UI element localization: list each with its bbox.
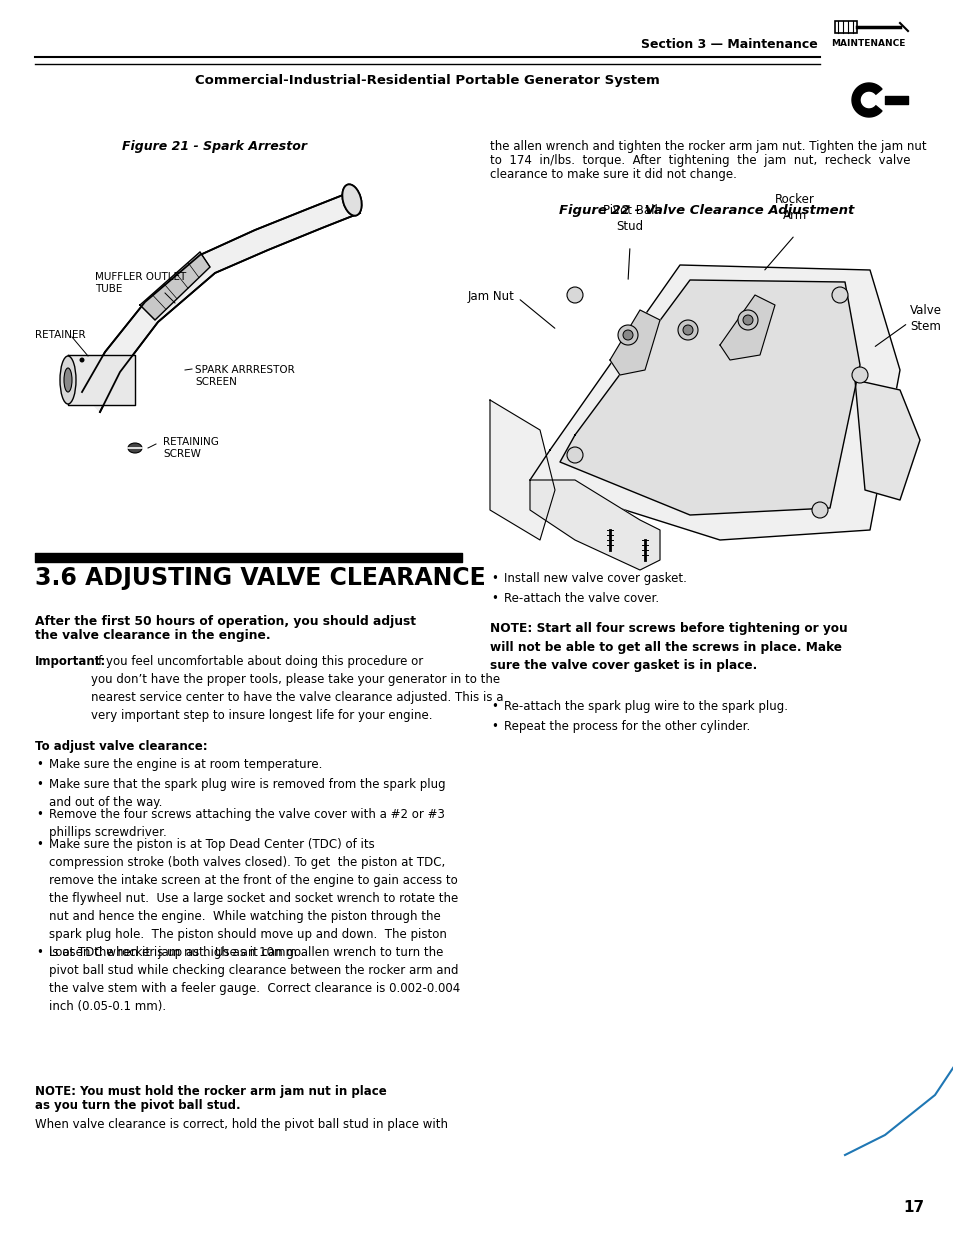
Circle shape (566, 287, 582, 303)
Text: Figure 21 - Spark Arrestor: Figure 21 - Spark Arrestor (122, 140, 307, 153)
Polygon shape (854, 380, 919, 500)
Circle shape (678, 320, 698, 340)
Text: clearance to make sure it did not change.: clearance to make sure it did not change… (490, 168, 736, 182)
Text: Re-attach the spark plug wire to the spark plug.: Re-attach the spark plug wire to the spa… (503, 700, 787, 713)
Circle shape (622, 330, 633, 340)
Text: •: • (491, 592, 497, 605)
Text: RETAINING
SCREW: RETAINING SCREW (163, 437, 218, 459)
Text: Commercial-Industrial-Residential Portable Generator System: Commercial-Industrial-Residential Portab… (195, 74, 659, 86)
Polygon shape (530, 266, 899, 540)
Polygon shape (530, 480, 659, 571)
Text: Make sure the engine is at room temperature.: Make sure the engine is at room temperat… (49, 758, 322, 771)
Polygon shape (82, 193, 359, 412)
Text: to  174  in/lbs.  torque.  After  tightening  the  jam  nut,  recheck  valve: to 174 in/lbs. torque. After tightening … (490, 154, 909, 167)
Text: •: • (36, 758, 44, 771)
Text: Remove the four screws attaching the valve cover with a #2 or #3
phillips screwd: Remove the four screws attaching the val… (49, 808, 444, 839)
Circle shape (566, 447, 582, 463)
Text: Loosen the rocker jam nut.  Use an 10mm allen wrench to turn the
pivot ball stud: Loosen the rocker jam nut. Use an 10mm a… (49, 946, 459, 1013)
Text: Pivot Ball
Stud: Pivot Ball Stud (602, 204, 657, 233)
Text: •: • (491, 700, 497, 713)
Text: Rocker
Arm: Rocker Arm (774, 193, 814, 222)
Text: Repeat the process for the other cylinder.: Repeat the process for the other cylinde… (503, 720, 749, 734)
Text: •: • (36, 946, 44, 960)
Text: Install new valve cover gasket.: Install new valve cover gasket. (503, 572, 686, 585)
Circle shape (738, 310, 758, 330)
Text: NOTE: Start all four screws before tightening or you
will not be able to get all: NOTE: Start all four screws before tight… (490, 622, 846, 672)
Text: NOTE: You must hold the rocker arm jam nut in place: NOTE: You must hold the rocker arm jam n… (35, 1086, 386, 1098)
Circle shape (618, 325, 638, 345)
Text: the valve clearance in the engine.: the valve clearance in the engine. (35, 629, 271, 642)
Polygon shape (490, 400, 555, 540)
Circle shape (831, 287, 847, 303)
Text: SPARK ARRRESTOR
SCREEN: SPARK ARRRESTOR SCREEN (194, 366, 294, 388)
Text: Jam Nut: Jam Nut (468, 289, 515, 303)
Polygon shape (609, 310, 659, 375)
Text: Re-attach the valve cover.: Re-attach the valve cover. (503, 592, 659, 605)
Circle shape (851, 367, 867, 383)
Polygon shape (140, 252, 210, 320)
Text: To adjust valve clearance:: To adjust valve clearance: (35, 740, 208, 753)
Polygon shape (851, 83, 882, 117)
Ellipse shape (60, 356, 76, 404)
Circle shape (742, 315, 752, 325)
Text: as you turn the pivot ball stud.: as you turn the pivot ball stud. (35, 1099, 240, 1112)
Text: the allen wrench and tighten the rocker arm jam nut. Tighten the jam nut: the allen wrench and tighten the rocker … (490, 140, 925, 153)
Text: RETAINER: RETAINER (35, 330, 86, 340)
Text: After the first 50 hours of operation, you should adjust: After the first 50 hours of operation, y… (35, 615, 416, 629)
Text: MAINTENANCE: MAINTENANCE (830, 38, 904, 47)
Text: •: • (36, 808, 44, 821)
Polygon shape (559, 280, 859, 515)
Text: •: • (36, 778, 44, 790)
Text: •: • (491, 572, 497, 585)
Text: Section 3 — Maintenance: Section 3 — Maintenance (640, 37, 817, 51)
FancyBboxPatch shape (834, 21, 856, 33)
Text: Make sure the piston is at Top Dead Center (TDC) of its
compression stroke (both: Make sure the piston is at Top Dead Cent… (49, 839, 457, 960)
Ellipse shape (64, 368, 71, 391)
Text: 17: 17 (902, 1200, 923, 1215)
Text: •: • (36, 839, 44, 851)
Text: MUFFLER OUTLET
TUBE: MUFFLER OUTLET TUBE (95, 272, 186, 294)
Text: •: • (491, 720, 497, 734)
Text: When valve clearance is correct, hold the pivot ball stud in place with: When valve clearance is correct, hold th… (35, 1118, 448, 1131)
Text: Figure 22 - Valve Clearance Adjustment: Figure 22 - Valve Clearance Adjustment (558, 204, 854, 217)
Circle shape (79, 357, 85, 363)
Text: If you feel uncomfortable about doing this procedure or
you don’t have the prope: If you feel uncomfortable about doing th… (91, 655, 503, 722)
Circle shape (811, 501, 827, 517)
Polygon shape (68, 354, 135, 405)
Text: 3.6 ADJUSTING VALVE CLEARANCE: 3.6 ADJUSTING VALVE CLEARANCE (35, 566, 485, 590)
Polygon shape (720, 295, 774, 359)
Text: Important:: Important: (35, 655, 106, 668)
Circle shape (682, 325, 692, 335)
Ellipse shape (342, 184, 361, 216)
Text: Valve
Stem: Valve Stem (909, 304, 941, 332)
Text: Make sure that the spark plug wire is removed from the spark plug
and out of the: Make sure that the spark plug wire is re… (49, 778, 445, 809)
Ellipse shape (128, 443, 142, 453)
